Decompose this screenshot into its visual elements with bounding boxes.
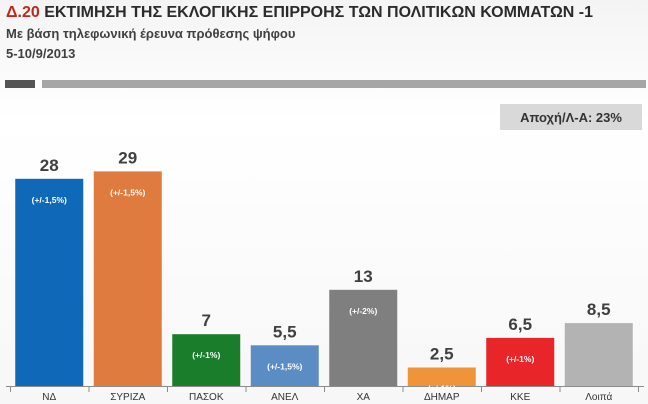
bar (250, 345, 319, 386)
bar (93, 171, 162, 386)
bar-value-label: 5,5 (273, 322, 297, 341)
x-tick-label: ΣΥΡΙΖΑ (110, 392, 145, 403)
bar-value-label: 7 (202, 311, 211, 330)
x-tick-label: ΝΔ (42, 392, 56, 403)
bar (172, 334, 241, 386)
bar-margin-label: (+/-1,5%) (32, 195, 67, 205)
bar-margin-label: (+/-1%) (506, 354, 534, 364)
bar-margin-label: (+/-2%) (349, 306, 377, 316)
bar (15, 178, 84, 386)
bar-margin-label: (+/-1,5%) (267, 361, 302, 371)
bar (329, 289, 398, 386)
bar-value-label: 28 (40, 156, 59, 175)
bar-value-label: 2,5 (430, 345, 454, 364)
bar (564, 323, 633, 386)
title-text: ΕΚΤΙΜΗΣΗ ΤΗΣ ΕΚΛΟΓΙΚΗΣ ΕΠΙΡΡΟΗΣ ΤΩΝ ΠΟΛΙ… (44, 4, 593, 21)
header-divider-dark (5, 80, 35, 88)
bar-value-label: 8,5 (587, 300, 611, 319)
x-tick-label: ΠΑΣΟΚ (189, 392, 224, 403)
x-tick-label: ΚΚΕ (510, 392, 530, 403)
survey-date: 5-10/9/2013 (6, 46, 76, 61)
abstain-badge: Αποχή/Λ-Α: 23% (500, 104, 642, 130)
x-tick-label: ΑΝΕΛ (271, 392, 299, 403)
bar (407, 367, 476, 386)
x-tick-label: ΔΗΜΑΡ (424, 392, 460, 403)
bar (486, 337, 555, 386)
bar-value-label: 13 (354, 267, 373, 286)
bar-margin-label: (+/-1%) (192, 350, 220, 360)
page-title: Δ.20 ΕΚΤΙΜΗΣΗ ΤΗΣ ΕΚΛΟΓΙΚΗΣ ΕΠΙΡΡΟΗΣ ΤΩΝ… (6, 4, 593, 22)
header-divider-light (42, 80, 646, 88)
bar-margin-label: (+/-1,5%) (110, 187, 145, 197)
title-code: Δ.20 (6, 4, 40, 21)
x-tick-label: Λοιπά (585, 391, 612, 403)
x-tick-label: ΧΑ (357, 392, 371, 403)
bar-margin-label: (+/-1%) (428, 384, 456, 394)
bar-value-label: 29 (118, 148, 137, 167)
bar-value-label: 6,5 (508, 315, 532, 334)
page-subtitle: Με βάση τηλεφωνική έρευνα πρόθεσης ψήφου (6, 26, 296, 41)
